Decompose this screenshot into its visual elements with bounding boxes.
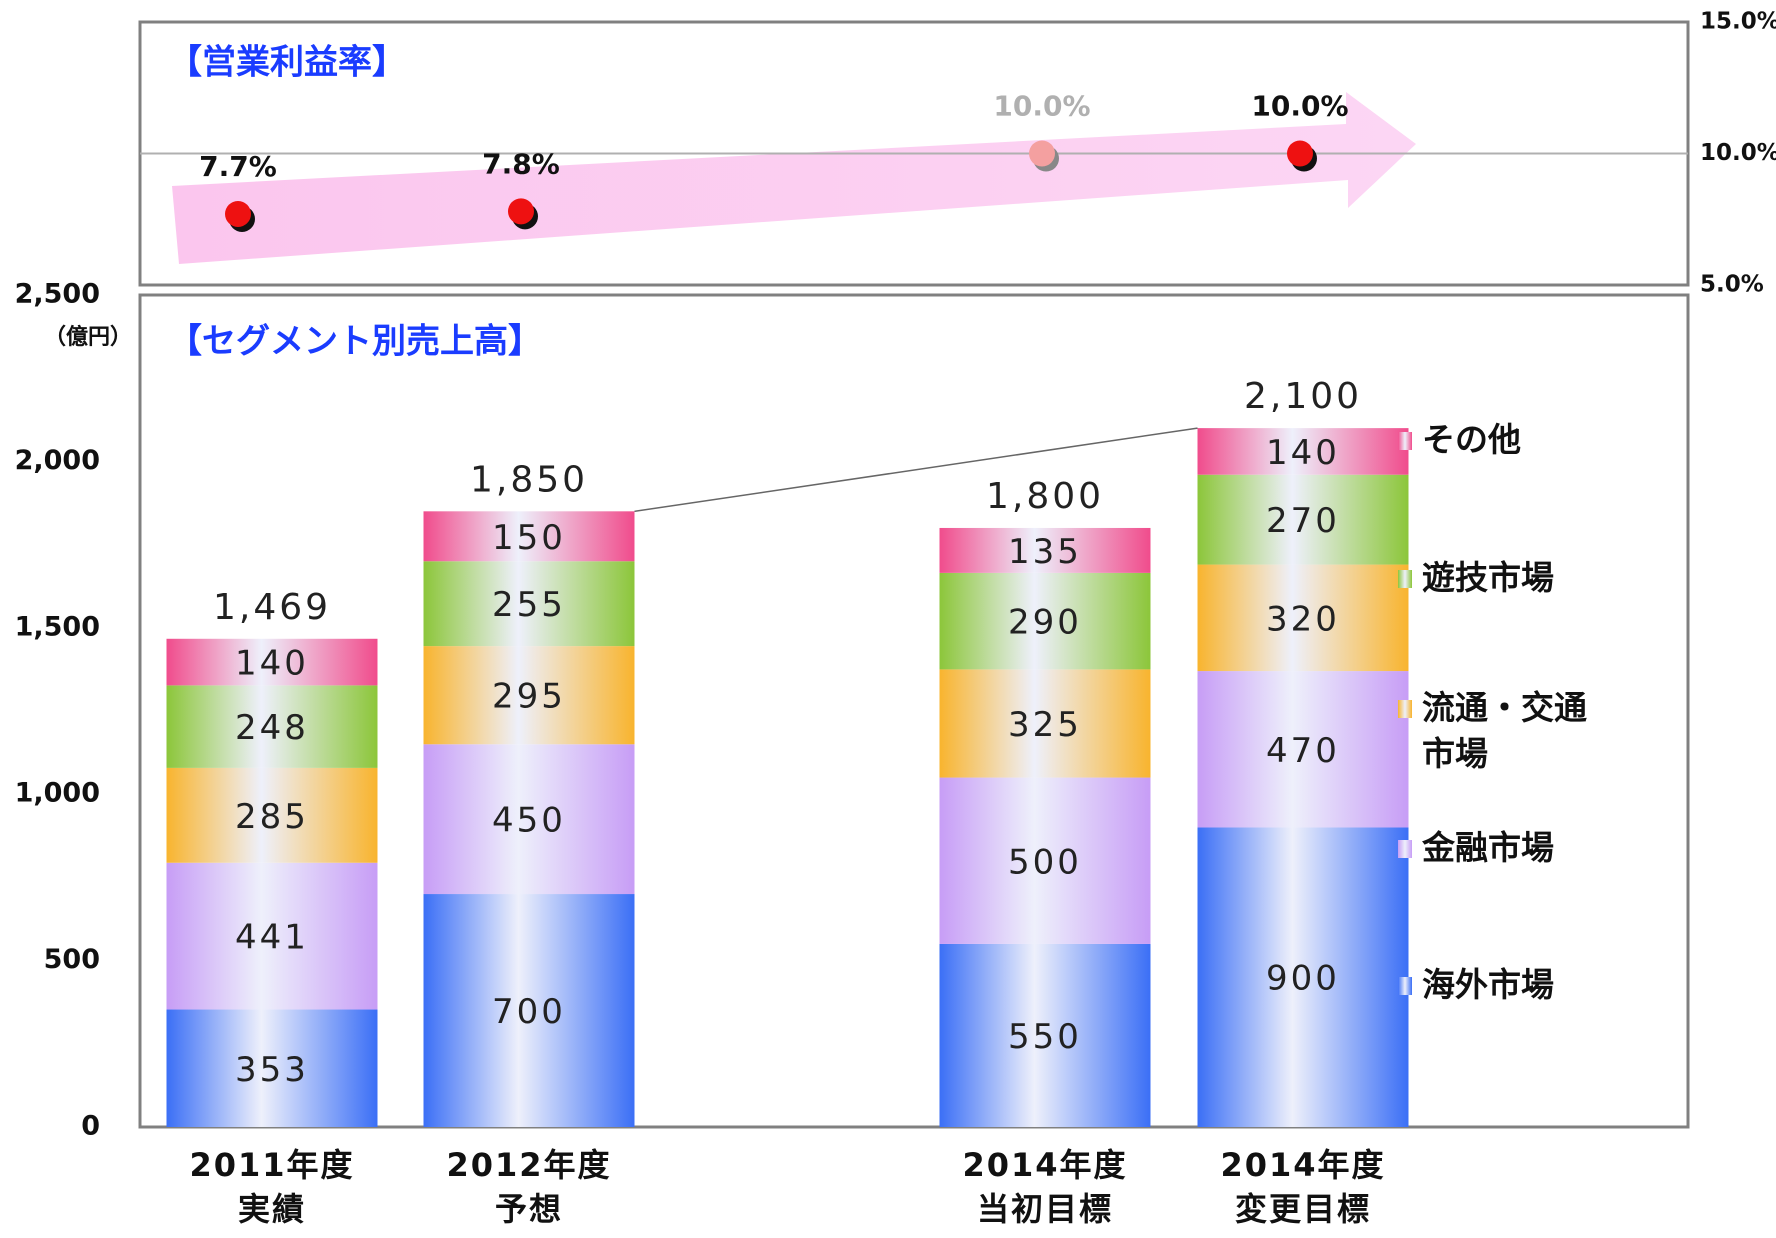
- segment-label: 325: [1008, 705, 1082, 745]
- y2-tick-label: 5.0%: [1700, 272, 1764, 298]
- segment-label: 290: [1008, 603, 1082, 643]
- segment-label: 255: [492, 585, 566, 625]
- legend-label: 遊技市場: [1422, 558, 1554, 597]
- bar-segment: [423, 511, 635, 562]
- y2-tick-label: 15.0%: [1700, 9, 1776, 35]
- y-unit: （億円）: [44, 324, 132, 350]
- total-label: 1,850: [470, 459, 588, 500]
- point: [508, 198, 534, 225]
- y-tick-label: 500: [44, 944, 100, 975]
- legend-item: 海外市場: [1398, 962, 1612, 1008]
- bar-segment: [1197, 428, 1409, 475]
- bar-segment: [939, 669, 1151, 778]
- bar-segment: [1197, 827, 1409, 1127]
- segment-label: 550: [1008, 1017, 1082, 1057]
- point-label: 7.8%: [482, 147, 560, 180]
- segment-label: 320: [1266, 599, 1340, 639]
- x-tick-label: 2014年度: [1220, 1146, 1385, 1184]
- y-tick-label: 2,000: [15, 445, 100, 476]
- total-label: 2,100: [1244, 376, 1362, 417]
- point: [1287, 140, 1313, 167]
- legend-marker: [1398, 570, 1412, 588]
- x-tick-label: 当初目標: [977, 1190, 1113, 1228]
- segment-label: 150: [492, 518, 566, 558]
- bar-segment: [423, 561, 635, 647]
- bar-segment: [166, 638, 378, 686]
- point: [1029, 140, 1055, 167]
- y-tick-label: 1,500: [15, 611, 100, 642]
- trend-arrow: [172, 92, 1416, 264]
- bar-segment: [166, 862, 378, 1010]
- segment-label: 248: [235, 708, 309, 748]
- connector: [634, 427, 1198, 513]
- segment-label: 140: [1266, 433, 1340, 473]
- segment-label: 470: [1266, 731, 1340, 771]
- bar-segment: [423, 744, 635, 895]
- bar-segment: [939, 527, 1151, 573]
- bottom-title: 【セグメント別売上高】: [168, 322, 542, 362]
- segment-label: 700: [492, 992, 566, 1032]
- point-label: 7.7%: [199, 150, 277, 183]
- total-label: 1,800: [986, 476, 1104, 517]
- bar-segment: [939, 943, 1151, 1127]
- legend-item: 金融市場: [1398, 825, 1612, 871]
- legend-label: 海外市場: [1422, 965, 1554, 1004]
- segment-label: 441: [235, 918, 309, 958]
- x-tick-label: 2014年度: [962, 1146, 1127, 1184]
- bar-segment: [1197, 564, 1409, 672]
- segment-label: 285: [235, 797, 309, 837]
- y2-tick-label: 10.0%: [1700, 140, 1776, 166]
- bar-segment: [1197, 474, 1409, 565]
- segment-label: 135: [1008, 532, 1082, 572]
- segment-label: 500: [1008, 842, 1082, 882]
- segment-label: 450: [492, 801, 566, 841]
- bar-segment: [166, 1009, 378, 1127]
- point-label: 10.0%: [993, 90, 1090, 123]
- legend-item: 遊技市場: [1398, 555, 1612, 601]
- point-label: 10.0%: [1251, 90, 1348, 123]
- legend-label: 流通・交通市場: [1422, 688, 1587, 773]
- segment-label: 295: [492, 677, 566, 717]
- bar-segment: [939, 572, 1151, 670]
- x-tick-label: 2012年度: [446, 1146, 611, 1184]
- segment-label: 270: [1266, 501, 1340, 541]
- bottom-frame: [138, 293, 1690, 1129]
- bar-segment: [423, 894, 635, 1127]
- bar-segment: [1197, 671, 1409, 828]
- legend-marker: [1398, 700, 1412, 718]
- segment-label: 353: [235, 1050, 309, 1090]
- bar-segment: [423, 646, 635, 745]
- legend-marker: [1398, 977, 1412, 995]
- y-tick-label: 1,000: [15, 778, 100, 809]
- legend-label: 金融市場: [1422, 828, 1554, 867]
- legend-item: その他: [1398, 417, 1612, 463]
- y-tick-label: 2,500: [15, 279, 100, 310]
- y-tick-label: 0: [81, 1111, 100, 1142]
- total-label: 1,469: [213, 587, 331, 628]
- marks: 5.0% 10.0% 15.0% 7.7% 7.8% 10.0% 10.0% 0 500 1,00…: [15, 9, 1776, 1229]
- top-title: 【営業利益率】: [168, 43, 406, 83]
- x-tick-label: 実績: [238, 1190, 306, 1228]
- bar-segment: [939, 777, 1151, 944]
- x-tick-label: 2011年度: [189, 1146, 354, 1184]
- x-tick-label: 変更目標: [1235, 1190, 1371, 1228]
- bar-segment: [166, 685, 378, 768]
- bar-segment: [166, 767, 378, 863]
- x-tick-label: 予想: [495, 1190, 563, 1228]
- legend-marker: [1398, 432, 1412, 450]
- segment-label: 900: [1266, 959, 1340, 999]
- legend-item: 流通・交通市場: [1398, 685, 1612, 777]
- legend-marker: [1398, 840, 1412, 858]
- segment-label: 140: [235, 644, 309, 684]
- point: [225, 200, 251, 227]
- legend-label: その他: [1422, 420, 1521, 459]
